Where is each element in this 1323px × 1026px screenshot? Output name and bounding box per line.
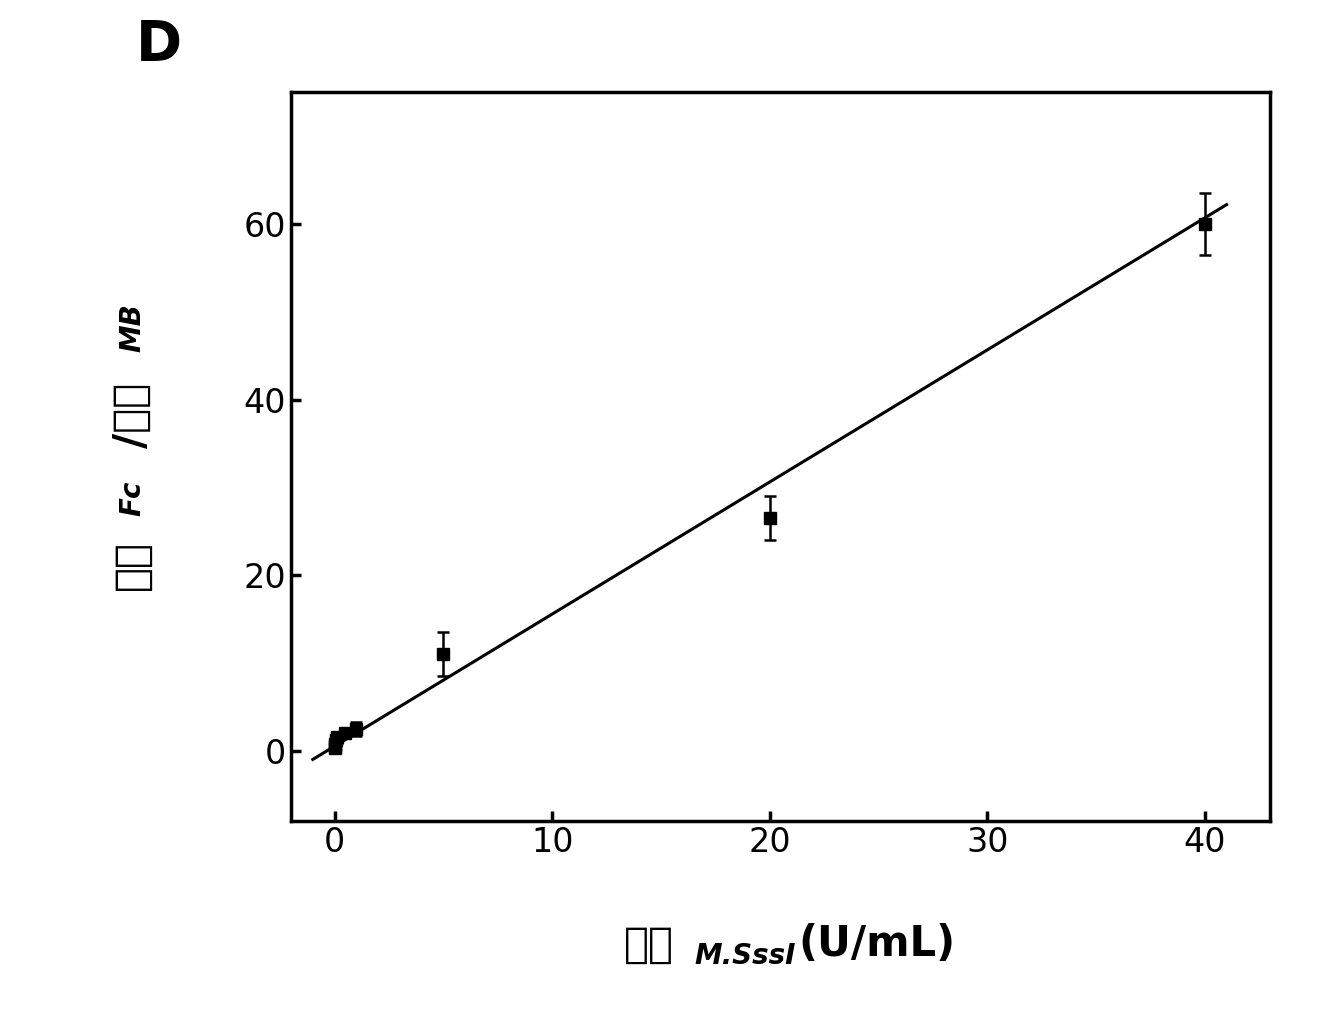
Text: M.SssI: M.SssI	[695, 942, 796, 970]
Text: (U/mL): (U/mL)	[799, 923, 955, 965]
Text: MB: MB	[118, 303, 147, 352]
Text: 浓度: 浓度	[623, 923, 673, 965]
Text: D: D	[136, 17, 181, 72]
Text: Fc: Fc	[118, 480, 147, 516]
Text: 电流: 电流	[111, 540, 153, 590]
Text: /电流: /电流	[111, 383, 153, 447]
